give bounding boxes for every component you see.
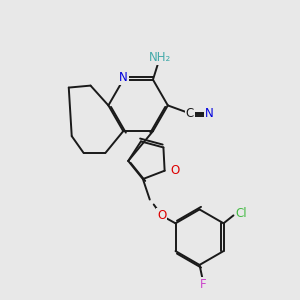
- Text: O: O: [171, 164, 180, 177]
- Text: Cl: Cl: [236, 207, 247, 220]
- Text: NH₂: NH₂: [149, 51, 171, 64]
- Text: O: O: [157, 209, 166, 222]
- Text: F: F: [200, 278, 207, 291]
- Text: N: N: [205, 107, 214, 120]
- Text: C: C: [185, 107, 194, 120]
- Text: N: N: [119, 71, 128, 84]
